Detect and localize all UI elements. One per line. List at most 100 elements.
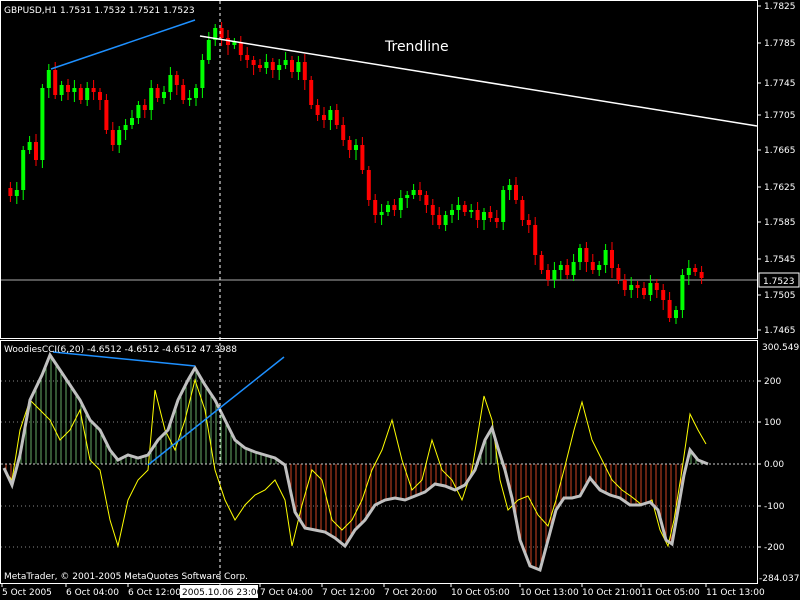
cci-trendline-rising[interactable] bbox=[147, 356, 285, 466]
candle-body bbox=[142, 105, 147, 110]
chart-header: GBPUSD,H1 1.7531 1.7532 1.7521 1.7523 bbox=[4, 6, 195, 16]
candle-body bbox=[258, 65, 262, 68]
candle-body bbox=[194, 88, 198, 98]
candle-body bbox=[405, 195, 410, 198]
time-tick-label: 6 Oct 12:00 bbox=[128, 588, 181, 598]
crosshair-time-label: 2005.10.06 23:00 bbox=[182, 588, 263, 598]
candle-body bbox=[66, 85, 70, 92]
candle-body bbox=[200, 60, 205, 88]
candle-body bbox=[315, 105, 320, 115]
candle-body bbox=[72, 88, 77, 92]
candle-body bbox=[251, 60, 256, 65]
price-tick-label: 1.7745 bbox=[764, 79, 796, 89]
time-tick-label: 10 Oct 21:00 bbox=[582, 588, 641, 598]
candle-body bbox=[565, 265, 570, 275]
candle-body bbox=[642, 288, 646, 295]
candle-body bbox=[488, 212, 493, 218]
time-axis[interactable]: 5 Oct 2005 6 Oct 04:00 6 Oct 12:00 2005.10.… bbox=[1, 584, 765, 598]
turbo-cci-line bbox=[3, 378, 707, 548]
price-tick-label: 1.7545 bbox=[764, 255, 796, 265]
time-tick-label: 10 Oct 05:00 bbox=[451, 588, 510, 598]
candle-body bbox=[507, 185, 512, 190]
candle-body bbox=[686, 268, 691, 275]
candle-body bbox=[482, 212, 486, 220]
candle-body bbox=[264, 62, 269, 68]
candle-body bbox=[571, 262, 576, 275]
candle-body bbox=[302, 62, 307, 80]
candle-body bbox=[418, 190, 422, 195]
candle-body bbox=[238, 42, 243, 55]
price-tick-label: 1.7785 bbox=[764, 39, 796, 49]
cci-trendline-top[interactable] bbox=[52, 351, 196, 367]
candle-body bbox=[206, 40, 211, 60]
candle-body bbox=[443, 215, 448, 225]
candle-body bbox=[526, 220, 531, 225]
trendline-white[interactable] bbox=[199, 35, 758, 127]
time-tick-label: 5 Oct 2005 bbox=[2, 588, 52, 598]
candle-body bbox=[168, 75, 173, 92]
candle-body bbox=[117, 130, 122, 145]
candle-body bbox=[667, 300, 672, 318]
candle-body bbox=[501, 190, 506, 222]
candle-body bbox=[232, 42, 237, 45]
candle-body bbox=[341, 125, 346, 140]
candle-body bbox=[40, 88, 45, 160]
candle-body bbox=[456, 205, 461, 210]
candle-body bbox=[21, 150, 26, 190]
candle-body bbox=[386, 205, 390, 212]
price-trendline-blue[interactable] bbox=[50, 19, 196, 70]
candle-body bbox=[693, 268, 698, 272]
candle-body bbox=[78, 88, 83, 100]
candle-body bbox=[411, 190, 416, 195]
candle-body bbox=[334, 110, 339, 125]
candle-body bbox=[475, 210, 480, 220]
trendline-label: Trendline bbox=[384, 39, 449, 55]
indicator-level-label: -200 bbox=[764, 543, 785, 553]
price-scale[interactable]: 1.7825 1.7785 1.7745 1.7705 1.7665 1.7625 1.75… bbox=[757, 2, 796, 336]
indicator-level-label: -100 bbox=[764, 502, 785, 512]
candle-body bbox=[149, 88, 154, 110]
indicator-pane[interactable] bbox=[0, 340, 758, 584]
candle-body bbox=[597, 265, 602, 270]
candle-body bbox=[622, 280, 627, 290]
candle-body bbox=[450, 210, 454, 215]
indicator-level-label: 200 bbox=[764, 377, 781, 387]
candle-body bbox=[14, 190, 19, 196]
time-tick-label: 7 Oct 04:00 bbox=[260, 588, 313, 598]
candle-body bbox=[514, 185, 518, 200]
candle-body bbox=[373, 200, 378, 215]
candle-body bbox=[603, 250, 608, 265]
candle-body bbox=[354, 145, 358, 150]
time-tick-label: 10 Oct 13:00 bbox=[520, 588, 579, 598]
candle-body bbox=[533, 225, 538, 255]
candlesticks bbox=[8, 22, 704, 324]
candle-body bbox=[520, 200, 525, 220]
candle-body bbox=[629, 285, 634, 290]
candle-body bbox=[46, 70, 51, 88]
candle-body bbox=[104, 100, 109, 130]
candle-body bbox=[635, 285, 640, 288]
indicator-level-label: 100 bbox=[764, 418, 781, 428]
candle-body bbox=[558, 265, 563, 270]
candle-body bbox=[616, 268, 621, 280]
candle-body bbox=[187, 98, 192, 100]
candle-body bbox=[674, 310, 678, 318]
candle-body bbox=[648, 283, 653, 295]
candle-body bbox=[437, 215, 442, 225]
time-tick-label: 6 Oct 04:00 bbox=[66, 588, 119, 598]
candle-body bbox=[270, 62, 275, 70]
time-tick-label: 11 Oct 13:00 bbox=[706, 588, 765, 598]
candle-body bbox=[245, 55, 250, 60]
candle-body bbox=[680, 275, 685, 310]
candle-body bbox=[162, 92, 166, 98]
candle-body bbox=[578, 248, 582, 262]
candle-body bbox=[322, 115, 326, 120]
indicator-scale: 200 100 0.00 -100 -200 bbox=[757, 377, 785, 553]
candle-body bbox=[469, 210, 474, 212]
candle-body bbox=[290, 60, 294, 72]
price-tick-label: 1.7625 bbox=[764, 183, 796, 193]
price-tick-label: 1.7465 bbox=[764, 326, 796, 336]
candle-body bbox=[610, 250, 614, 268]
candle-body bbox=[379, 212, 384, 215]
